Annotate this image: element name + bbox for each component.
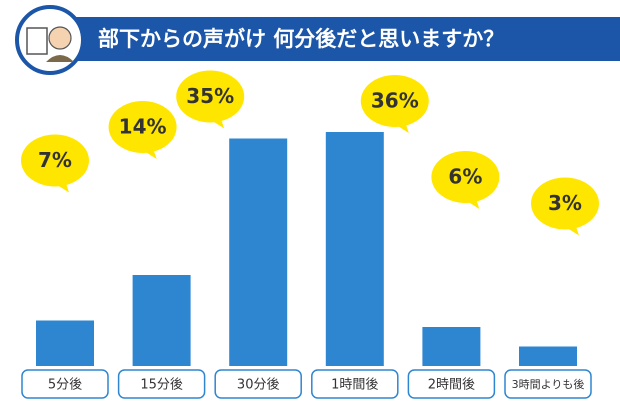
- value-label: 14%: [119, 115, 167, 139]
- icon-body: [46, 55, 74, 62]
- chart-title: 部下からの声がけ 何分後だと思いますか？: [98, 27, 504, 51]
- x-tick-label: 30分後: [237, 378, 280, 393]
- value-label: 35%: [186, 84, 234, 108]
- speech-bubble: [176, 70, 245, 123]
- category-box: [407, 369, 496, 399]
- bar: [519, 346, 577, 366]
- x-tick-label: 5分後: [48, 378, 82, 393]
- bar: [36, 320, 94, 366]
- header-band: [45, 17, 620, 61]
- speech-bubble: [531, 177, 599, 230]
- x-tick-label: 3時間よりも後: [512, 377, 585, 391]
- icon-paper: [26, 27, 48, 55]
- icon-face: [48, 26, 72, 50]
- speech-bubble: [108, 101, 177, 153]
- x-tick-label: 2時間後: [428, 378, 475, 393]
- category-box: [504, 369, 592, 399]
- bar: [132, 275, 191, 366]
- bar: [422, 327, 481, 366]
- speech-bubble: [21, 134, 89, 187]
- speech-bubble: [360, 75, 429, 127]
- value-label: 6%: [448, 165, 482, 189]
- category-box: [311, 369, 399, 399]
- x-tick-label: 15分後: [140, 378, 183, 393]
- bar: [325, 132, 384, 366]
- value-label: 36%: [371, 89, 419, 113]
- x-tick-label: 1時間後: [331, 378, 378, 393]
- speech-bubble: [431, 151, 500, 203]
- value-label: 7%: [38, 148, 72, 172]
- bar: [229, 138, 288, 366]
- category-box: [21, 369, 109, 399]
- value-label: 3%: [548, 191, 582, 215]
- category-box: [214, 369, 302, 399]
- category-box: [117, 369, 206, 399]
